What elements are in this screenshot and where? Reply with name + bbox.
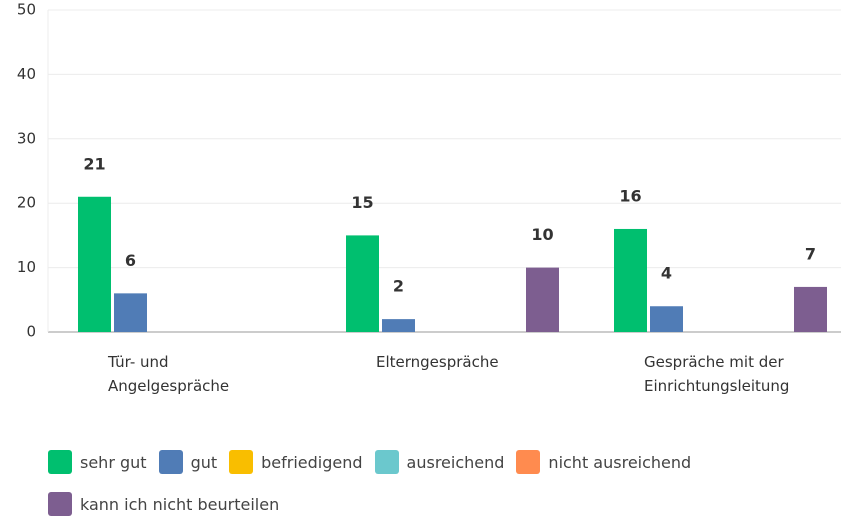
data-label: 10 (531, 225, 553, 244)
data-label: 21 (83, 154, 105, 173)
legend-swatch (229, 450, 254, 474)
legend-label: nicht ausreichend (548, 452, 692, 472)
legend-label: gut (190, 452, 218, 472)
y-tick-label: 0 (26, 323, 36, 341)
data-label: 7 (805, 244, 816, 263)
legend-label: sehr gut (80, 452, 147, 472)
legend-label: ausreichend (406, 452, 505, 472)
bar (346, 235, 379, 332)
x-tick-label: Elterngespräche (376, 353, 499, 371)
y-tick-label: 10 (17, 258, 36, 276)
y-tick-label: 30 (17, 129, 36, 147)
legend-swatch (48, 492, 72, 516)
bar (526, 267, 559, 332)
x-tick-label: Tür- und Angelgespräche (108, 353, 230, 395)
legend-item: befriedigend (229, 450, 363, 474)
data-label: 6 (125, 251, 136, 270)
legend-item: ausreichend (374, 450, 505, 474)
chart: 0 10 20 30 40 50 21 6 15 2 10 16 4 7 (17, 1, 841, 341)
legend-swatch (48, 450, 72, 474)
bar (794, 286, 827, 332)
data-label: 4 (661, 264, 672, 283)
legend-item: kann ich nicht beurteilen (48, 492, 279, 516)
legend: sehr gut gut befriedigend ausreichend nicht … (48, 450, 838, 516)
y-tick-label: 50 (17, 1, 36, 19)
legend-swatch (516, 450, 541, 474)
data-label: 15 (351, 193, 373, 212)
legend-item: nicht ausreichend (516, 450, 691, 474)
y-tick-label: 20 (17, 194, 36, 212)
legend-swatch (374, 450, 399, 474)
legend-label: kann ich nicht beurteilen (80, 494, 280, 514)
bar (614, 228, 647, 332)
y-tick-label: 40 (17, 65, 36, 83)
data-label: 16 (619, 186, 641, 205)
data-label: 2 (393, 277, 404, 296)
bar (382, 319, 415, 332)
bar (650, 306, 683, 332)
bar (78, 196, 111, 332)
legend-item: gut (158, 450, 218, 474)
legend-label: befriedigend (261, 452, 363, 472)
bar (114, 293, 147, 332)
legend-swatch (158, 450, 183, 474)
legend-item: sehr gut (48, 450, 147, 474)
x-tick-label: Gespräche mit der Einrichtungsleitung (644, 353, 790, 395)
